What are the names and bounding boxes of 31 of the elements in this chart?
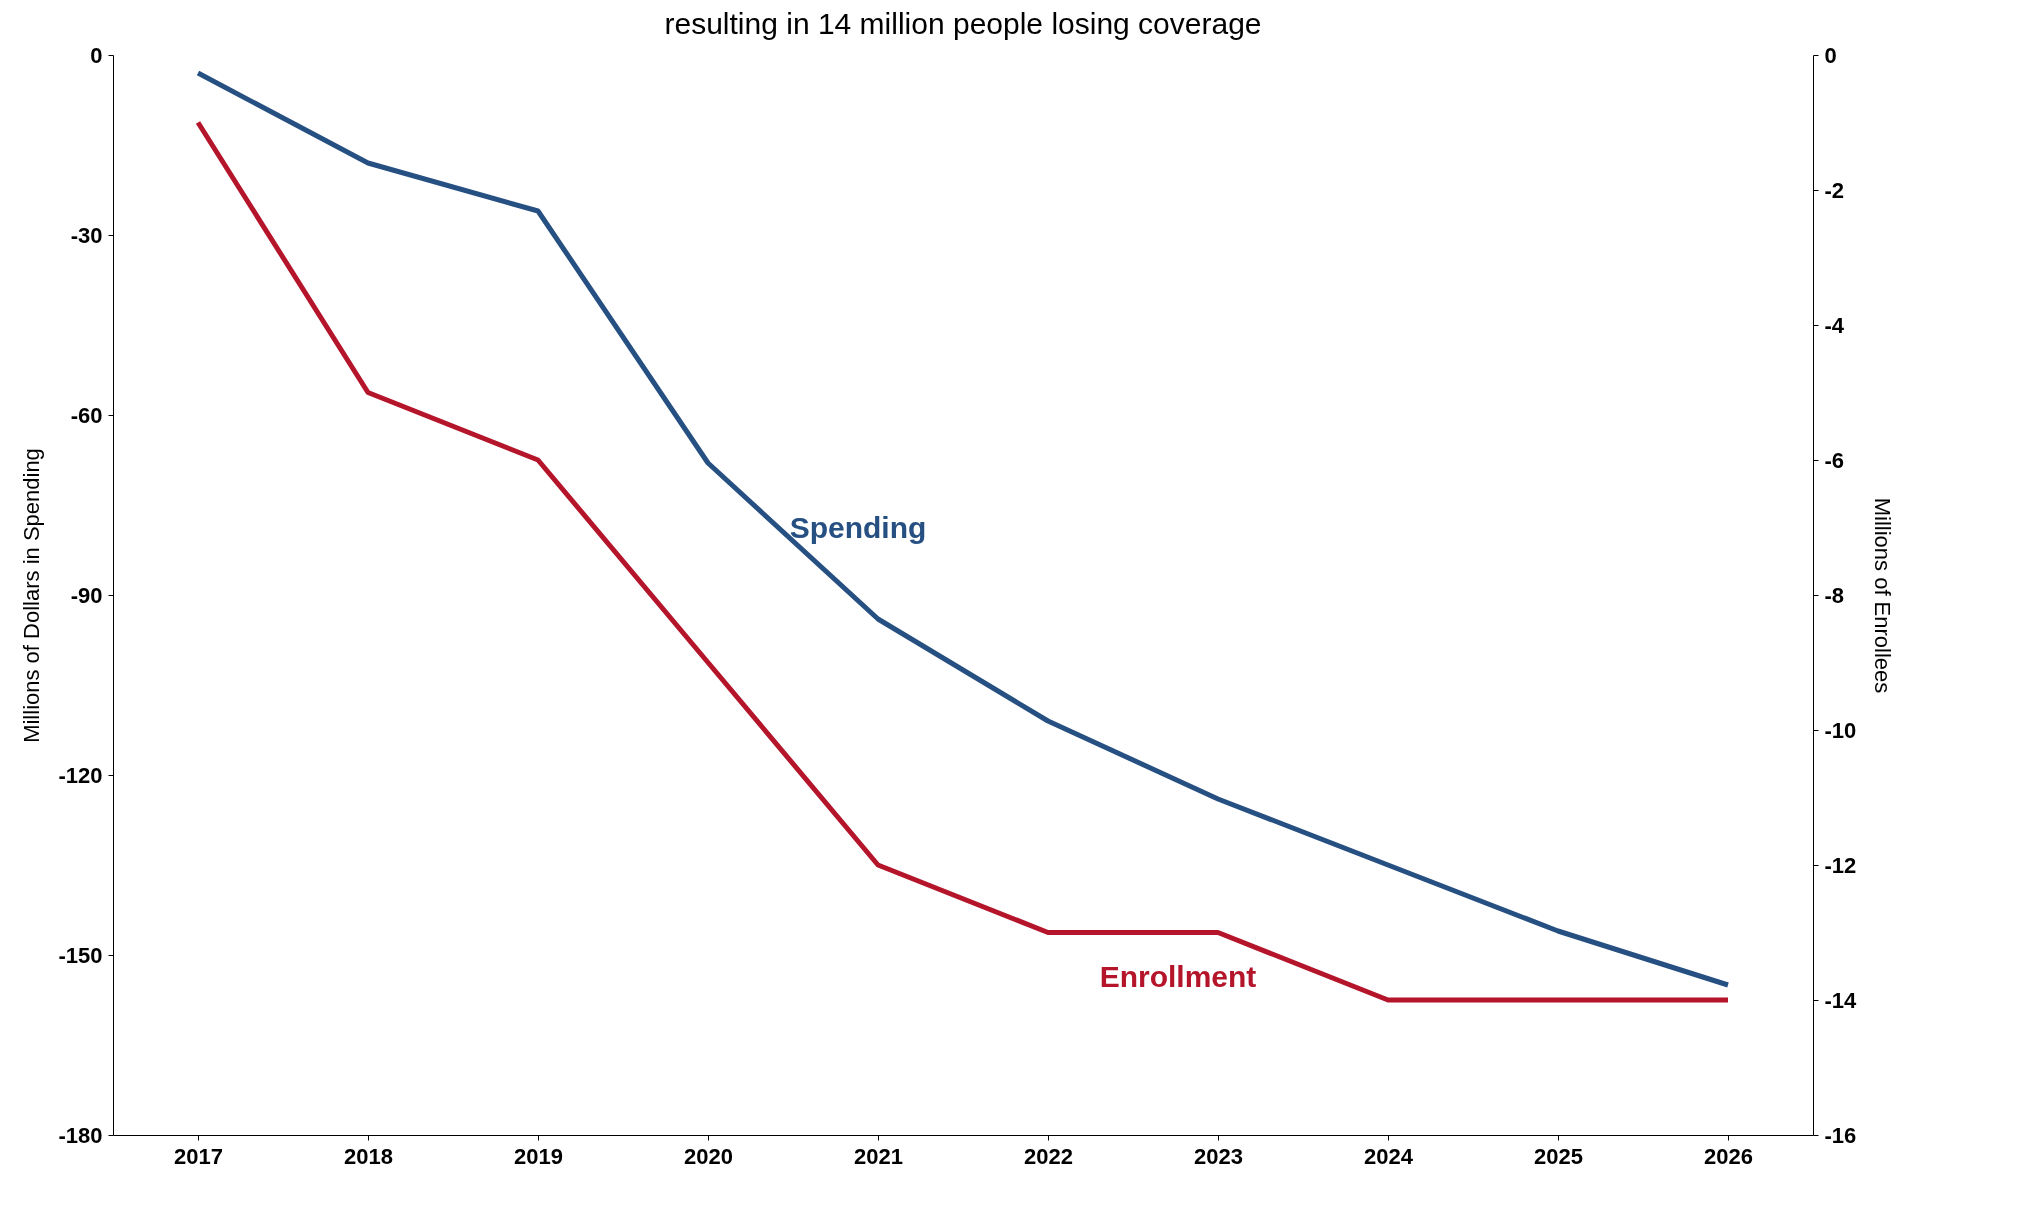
- y-tick-label: -120: [58, 762, 103, 788]
- x-tick-label: 2021: [854, 1143, 903, 1169]
- series-label: Enrollment: [1099, 959, 1257, 993]
- y2-tick-label: -16: [1824, 1122, 1857, 1148]
- x-tick-label: 2022: [1024, 1143, 1073, 1169]
- y-tick-label: 0: [90, 42, 103, 68]
- y-tick-label: -150: [58, 942, 103, 968]
- x-tick-label: 2017: [174, 1143, 223, 1169]
- y2-axis-title: Millions of Enrollees: [1870, 497, 1896, 694]
- x-tick-label: 2019: [514, 1143, 563, 1169]
- y-tick-label: -30: [70, 222, 103, 248]
- x-tick-label: 2020: [684, 1143, 733, 1169]
- y-tick-label: -60: [70, 402, 103, 428]
- y2-tick-label: -4: [1824, 312, 1845, 338]
- y2-tick-label: -12: [1824, 852, 1857, 878]
- x-tick-label: 2023: [1194, 1143, 1243, 1169]
- y2-tick-label: -10: [1824, 717, 1857, 743]
- x-tick-label: 2024: [1364, 1143, 1414, 1169]
- x-tick-label: 2026: [1704, 1143, 1753, 1169]
- y2-tick-label: 0: [1824, 42, 1837, 68]
- y2-tick-label: -14: [1824, 987, 1858, 1013]
- x-tick-label: 2025: [1534, 1143, 1583, 1169]
- x-tick-label: 2018: [344, 1143, 393, 1169]
- series-label: Spending: [789, 511, 927, 544]
- y2-tick-label: -8: [1824, 582, 1845, 608]
- y-tick-label: -90: [70, 582, 103, 608]
- y2-tick-label: -2: [1824, 177, 1845, 203]
- y-axis-title: Millions of Dollars in Spending: [19, 448, 45, 743]
- y-tick-label: -180: [58, 1122, 103, 1148]
- y2-tick-label: -6: [1824, 447, 1845, 473]
- chart-title: resulting in 14 million people losing coverage: [664, 7, 1262, 40]
